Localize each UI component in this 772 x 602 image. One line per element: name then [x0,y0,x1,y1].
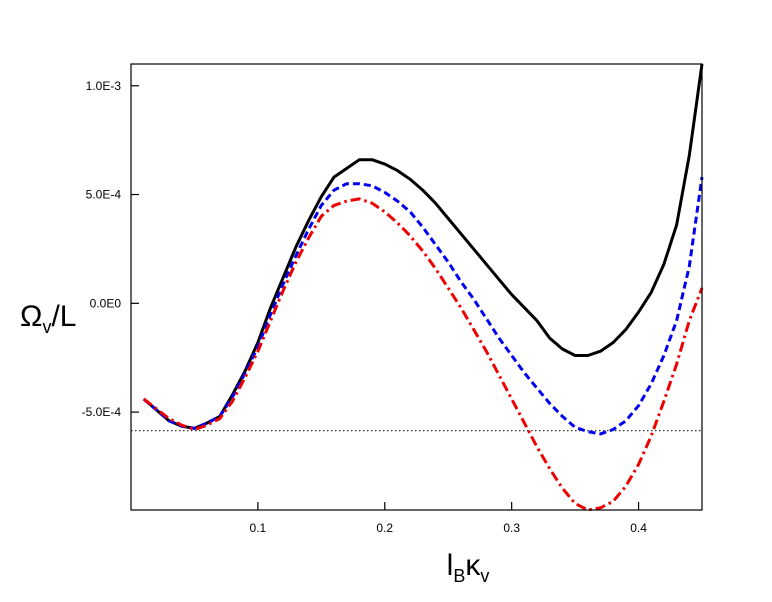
y-axis-title-omega: Ω [20,300,42,333]
x-axis-title-kappa: κ [465,549,481,582]
y-axis-title: Ωv/L [20,300,76,337]
x-axis-title-sub-v: v [480,566,489,586]
series-line-3-dash-dot [142,197,704,512]
x-axis-title: lBκv [447,549,490,586]
y-tick-label: 5.0E-4 [86,188,122,202]
y-tick-label: 1.0E-3 [86,79,122,93]
y-tick-label: -5.0E-4 [82,405,122,419]
plot-frame [130,63,703,511]
y-axis-title-sub-v: v [42,317,51,337]
x-tick-label: 0.3 [503,521,520,535]
series-layer [142,63,704,512]
y-axis-title-rest: /L [51,300,76,333]
x-tick-label: 0.1 [250,521,267,535]
y-axis-ticks: 1.0E-3 5.0E-4 0.0E0 -5.0E-4 [82,79,139,419]
x-axis-title-l: l [447,549,454,582]
x-tick-label: 0.2 [376,521,393,535]
x-axis-ticks: 0.1 0.2 0.3 0.4 [250,502,647,535]
plot-background [131,64,702,510]
x-tick-label: 0.4 [630,521,647,535]
x-axis-title-sub-b: B [453,566,465,586]
y-tick-label: 0.0E0 [90,296,122,310]
